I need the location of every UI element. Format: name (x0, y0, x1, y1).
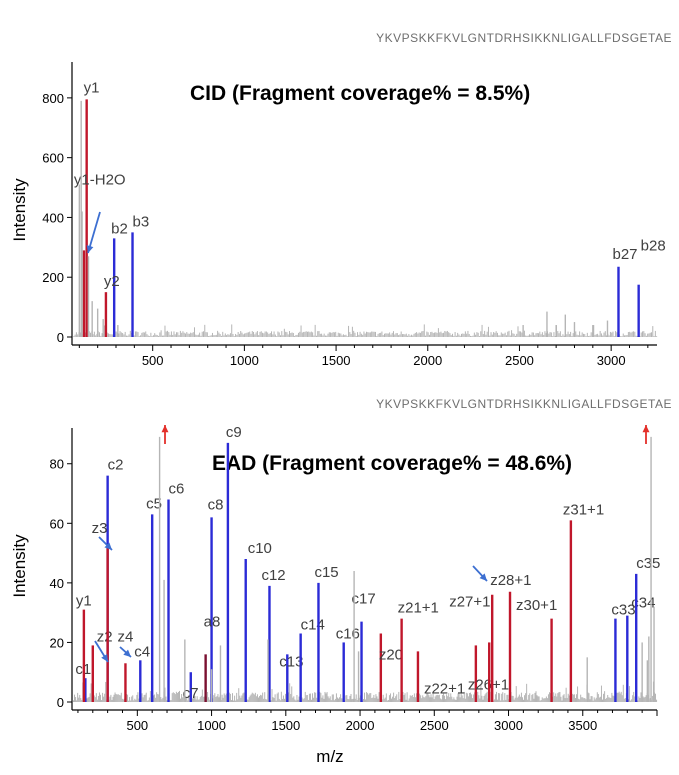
ead-x-tick-label: 3500 (568, 718, 597, 733)
ead-x-tick-label: 2000 (346, 718, 375, 733)
ead-peak-label-c35: c35 (636, 555, 660, 572)
cid-series-b-ions: b2 b3 b27 b28 (111, 213, 666, 337)
ead-x-tick-label: 1000 (197, 718, 226, 733)
ead-peak-label-c5: c5 (146, 495, 162, 512)
ead-chart-title: EAD (Fragment coverage% = 48.6%) (212, 452, 572, 475)
cid-plot-area: b2 b3 b27 b28 y1 y1-H2O y2 0 200 400 600 800 500 1000… (42, 62, 666, 368)
cid-peak-label-b28: b28 (641, 238, 666, 255)
ead-peak-label-c2: c2 (108, 457, 124, 474)
cid-series-unassigned (78, 100, 609, 337)
ead-peak-label-c13: c13 (279, 653, 303, 670)
cid-y-axis-label: Intensity (10, 178, 29, 242)
ead-plot-area: c1c2c4c5c6c7c8c9c10c12c13c14c15c16c17c33… (50, 424, 661, 733)
ead-axes: 0 20 40 60 80 500 1000 1500 2000 2500 3000 3500 (50, 428, 658, 733)
cid-peak-label-b2: b2 (111, 220, 128, 237)
cid-peak-label-b27: b27 (612, 246, 637, 263)
cid-spectrum-panel: YKVPSKKFKVLGNTDRHSIKKNLIGALLFDSGETAE CID… (10, 31, 672, 368)
ead-series-a-ions: a8 (204, 613, 221, 702)
ead-peak-label-z27-1: z27+1 (449, 593, 490, 610)
ead-peak-label-c9: c9 (226, 424, 242, 441)
cid-x-tick-label: 2000 (413, 353, 442, 368)
cid-x-tick-label: 2500 (505, 353, 534, 368)
cid-y-tick-label: 0 (57, 330, 64, 345)
cid-series-y-ions: y1 y1-H2O y2 (74, 79, 126, 337)
cid-axes: 0 200 400 600 800 500 1000 1500 2000 2500 3000 (42, 62, 657, 368)
ead-peak-label-c10: c10 (248, 540, 272, 557)
ead-peak-label-z3: z3 (92, 520, 108, 537)
ead-annotation-arrow (94, 640, 109, 663)
cid-peak-label-b3: b3 (133, 213, 150, 230)
ead-annotation-arrow (98, 536, 113, 551)
ead-y-tick-label: 60 (50, 516, 64, 531)
cid-chart-title: CID (Fragment coverage% = 8.5%) (190, 82, 530, 105)
cid-x-tick-label: 1500 (322, 353, 351, 368)
ead-peak-label-z28-1: z28+1 (490, 572, 531, 589)
ead-x-tick-label: 500 (126, 718, 148, 733)
ead-y-tick-label: 40 (50, 576, 64, 591)
ead-annotation-arrow (119, 646, 132, 658)
ead-peak-label-c4: c4 (134, 643, 150, 660)
ead-peak-label-c33: c33 (611, 602, 635, 619)
cid-peak-label-y1: y1 (84, 79, 100, 96)
cid-peak-label-y1-h2o: y1-H2O (74, 171, 126, 188)
ead-x-axis-label: m/z (316, 747, 343, 766)
cid-x-tick-label: 500 (142, 353, 164, 368)
ead-x-tick-label: 1500 (271, 718, 300, 733)
cid-y-tick-label: 400 (42, 210, 64, 225)
ead-y-axis-label: Intensity (10, 534, 29, 598)
ead-peak-label-z2: z2 (97, 628, 113, 645)
ead-peak-label-c34: c34 (631, 595, 655, 612)
cid-y-tick-label: 600 (42, 151, 64, 166)
cid-x-tick-label: 3000 (597, 353, 626, 368)
ead-peak-label-z20: z20 (379, 647, 403, 664)
ead-x-tick-label: 3000 (494, 718, 523, 733)
ead-noise-baseline (72, 681, 658, 702)
cid-y-tick-label: 800 (42, 91, 64, 106)
ead-peak-label-z31-1: z31+1 (563, 501, 604, 518)
ead-peak-label-z4: z4 (117, 628, 133, 645)
ead-peak-label-c7: c7 (183, 685, 199, 702)
ead-peak-label-z30-1: z30+1 (516, 597, 557, 614)
ead-y-tick-label: 80 (50, 457, 64, 472)
cid-y-tick-label: 200 (42, 270, 64, 285)
ead-peptide-sequence: YKVPSKKFKVLGNTDRHSIKKNLIGALLFDSGETAE (376, 397, 672, 411)
ead-peak-label-c17: c17 (352, 591, 376, 608)
cid-noise-baseline (73, 324, 658, 337)
cid-x-tick-label: 1000 (230, 353, 259, 368)
ead-series-z-ions: y1z2z3z4z20z21+1z22+1z26+1z27+1z28+1z30+… (76, 501, 604, 702)
ead-peak-label-c6: c6 (169, 480, 185, 497)
ead-peak-label-c8: c8 (208, 496, 224, 513)
ead-peak-label-z22-1: z22+1 (424, 680, 465, 697)
ead-series-unassigned (158, 436, 655, 702)
ead-peak-label-c14: c14 (301, 617, 325, 634)
ead-precursor-arrow (161, 425, 169, 444)
ead-peak-label-z21-1: z21+1 (398, 600, 439, 617)
ead-y-tick-label: 20 (50, 635, 64, 650)
ead-peak-label-c16: c16 (336, 625, 360, 642)
cid-peak-label-y2: y2 (104, 273, 120, 290)
ead-precursor-arrow (642, 425, 650, 444)
ead-annotation-arrow (472, 565, 488, 582)
cid-peptide-sequence: YKVPSKKFKVLGNTDRHSIKKNLIGALLFDSGETAE (376, 31, 672, 45)
ead-peak-label-c15: c15 (314, 564, 338, 581)
ead-y-tick-label: 0 (57, 695, 64, 710)
ead-x-tick-label: 2500 (420, 718, 449, 733)
ead-peak-label-y1: y1 (76, 593, 92, 610)
ead-peak-label-a8: a8 (204, 613, 221, 630)
ead-peak-label-c12: c12 (261, 567, 285, 584)
cid-annotation-arrow (86, 211, 101, 254)
ead-spectrum-panel: YKVPSKKFKVLGNTDRHSIKKNLIGALLFDSGETAE EAD… (10, 397, 672, 766)
